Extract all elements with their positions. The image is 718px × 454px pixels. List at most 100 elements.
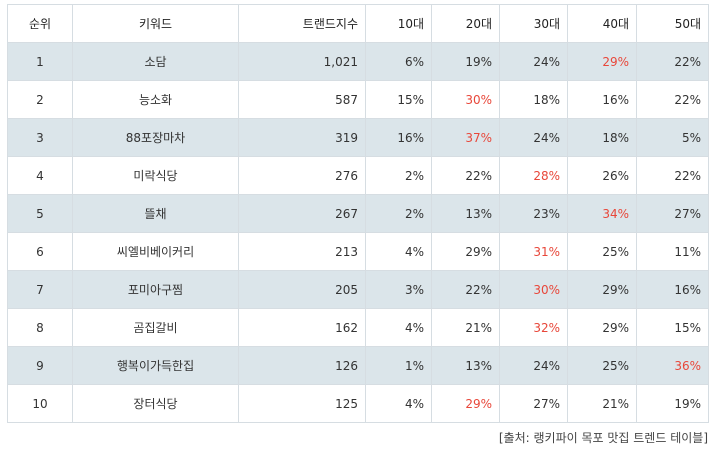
age-20s-cell: 13%: [431, 346, 500, 385]
trend-index-cell: 587: [238, 80, 366, 119]
header-trend-index: 트랜드지수: [238, 4, 366, 43]
age-20s-cell: 22%: [431, 156, 500, 195]
keyword-cell: 장터식당: [72, 384, 239, 423]
keyword-cell: 소담: [72, 42, 239, 81]
table-body: 1 소담 1,021 6% 19% 24% 29% 22% 2 능소화 587 15% 30% 18% 16…: [7, 42, 709, 423]
age-30s-cell: 30%: [499, 270, 568, 309]
age-20s-cell: 37%: [431, 118, 500, 157]
age-20s-cell: 29%: [431, 232, 500, 271]
age-40s-cell: 29%: [567, 42, 637, 81]
trend-index-cell: 276: [238, 156, 366, 195]
keyword-cell: 행복이가득한집: [72, 346, 239, 385]
age-40s-cell: 21%: [567, 384, 637, 423]
age-40s-cell: 25%: [567, 232, 637, 271]
age-30s-cell: 32%: [499, 308, 568, 347]
age-50s-cell: 22%: [636, 42, 709, 81]
age-10s-cell: 15%: [365, 80, 432, 119]
age-40s-cell: 18%: [567, 118, 637, 157]
age-30s-cell: 28%: [499, 156, 568, 195]
source-caption: [출처: 랭키파이 목포 맛집 트렌드 테이블]: [498, 431, 708, 445]
age-30s-cell: 23%: [499, 194, 568, 233]
header-rank: 순위: [7, 4, 73, 43]
table-row: 1 소담 1,021 6% 19% 24% 29% 22%: [7, 42, 709, 81]
header-20s: 20대: [431, 4, 500, 43]
age-50s-cell: 15%: [636, 308, 709, 347]
rank-cell: 6: [7, 232, 73, 271]
rank-cell: 4: [7, 156, 73, 195]
age-20s-cell: 29%: [431, 384, 500, 423]
age-20s-cell: 30%: [431, 80, 500, 119]
age-10s-cell: 16%: [365, 118, 432, 157]
age-20s-cell: 19%: [431, 42, 500, 81]
age-50s-cell: 5%: [636, 118, 709, 157]
table-row: 7 포미아구찜 205 3% 22% 30% 29% 16%: [7, 270, 709, 309]
age-50s-cell: 19%: [636, 384, 709, 423]
age-50s-cell: 11%: [636, 232, 709, 271]
age-40s-cell: 29%: [567, 308, 637, 347]
table-header-row: 순위 키워드 트랜드지수 10대 20대 30대 40대 50대: [7, 4, 709, 43]
age-10s-cell: 2%: [365, 194, 432, 233]
age-50s-cell: 22%: [636, 80, 709, 119]
age-10s-cell: 1%: [365, 346, 432, 385]
age-10s-cell: 4%: [365, 308, 432, 347]
age-40s-cell: 25%: [567, 346, 637, 385]
age-40s-cell: 16%: [567, 80, 637, 119]
header-50s: 50대: [636, 4, 709, 43]
age-50s-cell: 27%: [636, 194, 709, 233]
table-row: 9 행복이가득한집 126 1% 13% 24% 25% 36%: [7, 346, 709, 385]
keyword-cell: 씨엘비베이커리: [72, 232, 239, 271]
trend-index-cell: 1,021: [238, 42, 366, 81]
table-row: 10 장터식당 125 4% 29% 27% 21% 19%: [7, 384, 709, 423]
table-row: 6 씨엘비베이커리 213 4% 29% 31% 25% 11%: [7, 232, 709, 271]
header-keyword: 키워드: [72, 4, 239, 43]
age-10s-cell: 4%: [365, 384, 432, 423]
age-50s-cell: 16%: [636, 270, 709, 309]
trend-index-cell: 213: [238, 232, 366, 271]
age-10s-cell: 2%: [365, 156, 432, 195]
age-40s-cell: 26%: [567, 156, 637, 195]
age-10s-cell: 6%: [365, 42, 432, 81]
rank-cell: 2: [7, 80, 73, 119]
age-10s-cell: 4%: [365, 232, 432, 271]
keyword-cell: 미락식당: [72, 156, 239, 195]
keyword-cell: 능소화: [72, 80, 239, 119]
age-40s-cell: 34%: [567, 194, 637, 233]
age-30s-cell: 18%: [499, 80, 568, 119]
age-50s-cell: 36%: [636, 346, 709, 385]
rank-cell: 9: [7, 346, 73, 385]
age-30s-cell: 31%: [499, 232, 568, 271]
age-40s-cell: 29%: [567, 270, 637, 309]
trend-index-cell: 162: [238, 308, 366, 347]
age-20s-cell: 22%: [431, 270, 500, 309]
header-40s: 40대: [567, 4, 637, 43]
rank-cell: 7: [7, 270, 73, 309]
trend-table-container: 순위 키워드 트랜드지수 10대 20대 30대 40대 50대 1 소담 1,02…: [7, 4, 709, 423]
age-30s-cell: 24%: [499, 118, 568, 157]
age-20s-cell: 21%: [431, 308, 500, 347]
rank-cell: 10: [7, 384, 73, 423]
table-row: 2 능소화 587 15% 30% 18% 16% 22%: [7, 80, 709, 119]
keyword-cell: 포미아구찜: [72, 270, 239, 309]
keyword-cell: 88포장마차: [72, 118, 239, 157]
trend-index-cell: 125: [238, 384, 366, 423]
age-20s-cell: 13%: [431, 194, 500, 233]
trend-index-cell: 126: [238, 346, 366, 385]
keyword-cell: 뜰채: [72, 194, 239, 233]
keyword-trend-table: 순위 키워드 트랜드지수 10대 20대 30대 40대 50대 1 소담 1,02…: [7, 4, 709, 423]
rank-cell: 1: [7, 42, 73, 81]
rank-cell: 3: [7, 118, 73, 157]
trend-index-cell: 319: [238, 118, 366, 157]
trend-index-cell: 267: [238, 194, 366, 233]
table-row: 4 미락식당 276 2% 22% 28% 26% 22%: [7, 156, 709, 195]
table-row: 3 88포장마차 319 16% 37% 24% 18% 5%: [7, 118, 709, 157]
table-row: 5 뜰채 267 2% 13% 23% 34% 27%: [7, 194, 709, 233]
age-10s-cell: 3%: [365, 270, 432, 309]
age-30s-cell: 24%: [499, 42, 568, 81]
table-row: 8 곰집갈비 162 4% 21% 32% 29% 15%: [7, 308, 709, 347]
header-10s: 10대: [365, 4, 432, 43]
keyword-cell: 곰집갈비: [72, 308, 239, 347]
age-50s-cell: 22%: [636, 156, 709, 195]
rank-cell: 5: [7, 194, 73, 233]
age-30s-cell: 24%: [499, 346, 568, 385]
header-30s: 30대: [499, 4, 568, 43]
